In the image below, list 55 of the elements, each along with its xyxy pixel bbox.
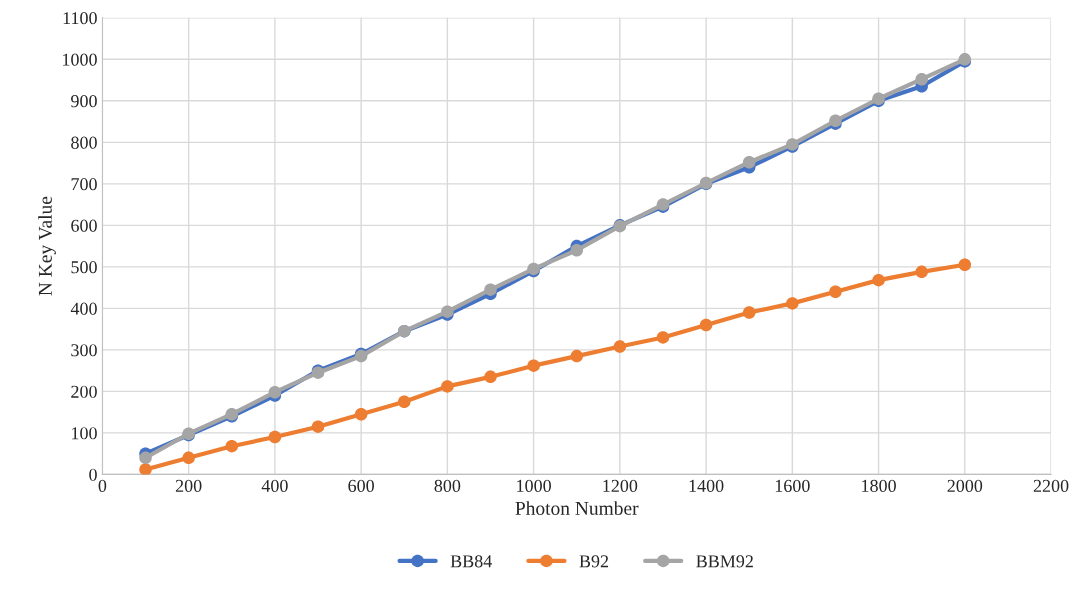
point bbox=[268, 385, 282, 399]
y-axis-title: N Key Value bbox=[38, 196, 56, 296]
legend-label: BB84 bbox=[450, 555, 492, 568]
x-tick-label: 800 bbox=[434, 479, 461, 492]
point bbox=[139, 463, 152, 475]
legend-label: B92 bbox=[579, 555, 609, 568]
x-tick-label: 1800 bbox=[862, 479, 896, 492]
y-tick-label: 500 bbox=[71, 261, 97, 274]
point bbox=[786, 297, 799, 310]
point bbox=[484, 370, 497, 384]
point bbox=[484, 283, 497, 296]
y-tick-label: 200 bbox=[71, 385, 97, 398]
point bbox=[915, 72, 928, 86]
point bbox=[958, 258, 972, 272]
y-tick-label: 100 bbox=[72, 427, 97, 440]
point bbox=[225, 439, 239, 453]
point bbox=[570, 244, 583, 257]
x-tick-label: 1400 bbox=[689, 479, 724, 492]
point bbox=[182, 451, 195, 465]
point bbox=[915, 265, 928, 279]
legend-label: BBM92 bbox=[696, 555, 753, 568]
y-tick-label: 600 bbox=[71, 219, 97, 232]
y-tick-label: 1100 bbox=[63, 12, 97, 25]
y-tick-label: 300 bbox=[71, 344, 97, 357]
x-tick-label: 600 bbox=[348, 479, 374, 492]
x-tick-label: 1200 bbox=[603, 479, 638, 492]
y-tick-label: 0 bbox=[89, 468, 97, 481]
point bbox=[656, 331, 670, 344]
x-tick-label: 2000 bbox=[947, 479, 983, 492]
point bbox=[527, 359, 540, 372]
point bbox=[398, 395, 411, 409]
point bbox=[311, 420, 325, 433]
x-tick-label: 1000 bbox=[517, 479, 551, 492]
x-tick-label: 2200 bbox=[1033, 479, 1069, 492]
x-tick-label: 200 bbox=[175, 479, 202, 492]
point bbox=[354, 407, 368, 421]
point bbox=[742, 155, 756, 169]
point bbox=[872, 273, 885, 287]
point bbox=[742, 306, 756, 319]
y-tick-label: 900 bbox=[71, 95, 97, 108]
point bbox=[829, 285, 842, 299]
point bbox=[139, 451, 152, 465]
x-tick-label: 1600 bbox=[775, 479, 810, 492]
point bbox=[441, 380, 454, 393]
y-tick-label: 800 bbox=[71, 136, 97, 149]
point bbox=[613, 340, 627, 353]
x-tick-label: 0 bbox=[98, 479, 107, 492]
y-tick-label: 700 bbox=[71, 178, 97, 191]
y-tick-label: 1000 bbox=[63, 53, 97, 66]
y-tick-label: 400 bbox=[70, 302, 97, 315]
point bbox=[570, 349, 583, 363]
point bbox=[699, 318, 713, 332]
x-tick-label: 400 bbox=[261, 479, 288, 492]
x-axis-title: Photon Number bbox=[515, 501, 639, 515]
point bbox=[268, 430, 282, 444]
